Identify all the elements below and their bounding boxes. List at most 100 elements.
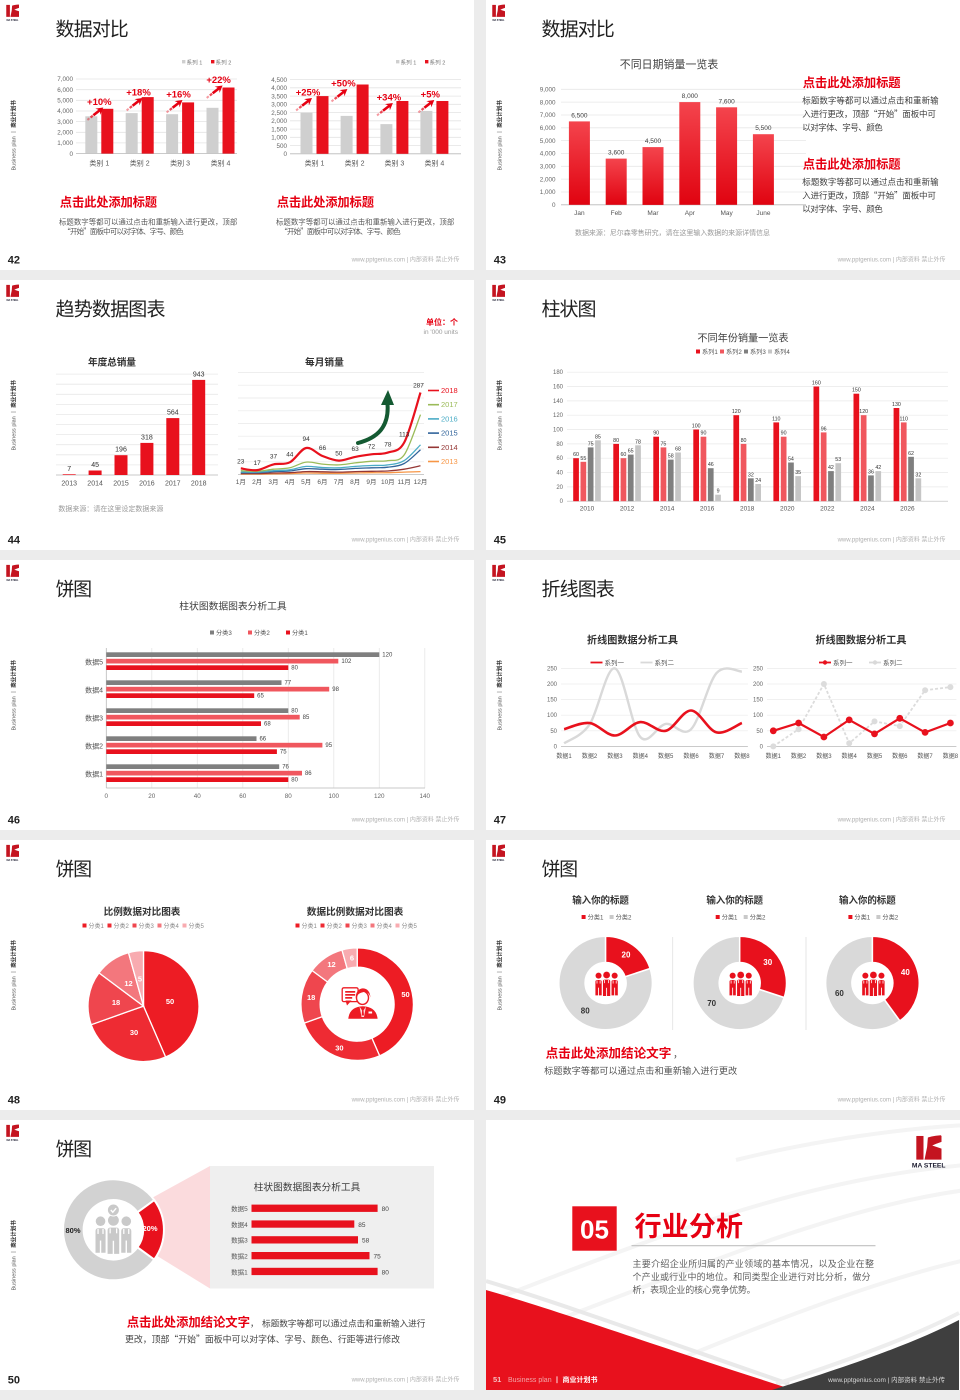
svg-text:8,000: 8,000 [682,90,699,100]
svg-text:49: 49 [494,1092,506,1108]
svg-text:23: 23 [237,455,245,465]
svg-text:析，表现企业的核心竞争优势。: 析，表现企业的核心竞争优势。 [633,1283,756,1296]
svg-text:100: 100 [329,791,340,800]
svg-text:2016: 2016 [441,413,458,424]
svg-text:47: 47 [494,812,506,828]
svg-text:68: 68 [264,719,271,728]
svg-text:Mar: Mar [647,207,659,217]
svg-text:80: 80 [741,436,747,444]
svg-text:32: 32 [748,470,754,478]
svg-text:4,500: 4,500 [645,135,662,145]
svg-text:180: 180 [553,367,564,376]
svg-text:66: 66 [259,734,266,743]
svg-text:35: 35 [795,468,801,476]
svg-text:0: 0 [283,149,287,158]
svg-text:数据2: 数据2 [582,751,598,760]
svg-text:100: 100 [753,710,764,719]
svg-text:120: 120 [374,791,385,800]
svg-text:www.pptgenius.com | 内部资料 禁止外传: www.pptgenius.com | 内部资料 禁止外传 [351,1095,460,1104]
svg-text:MA STEEL: MA STEEL [7,578,20,582]
svg-text:点击此处添加标题: 点击此处添加标题 [803,73,901,91]
svg-text:196: 196 [115,445,127,455]
svg-text:287: 287 [413,379,424,389]
svg-text:分类2: 分类2 [327,921,343,930]
svg-text:20: 20 [556,482,563,491]
svg-text:2015: 2015 [441,428,458,439]
svg-text:分类2: 分类2 [750,913,766,922]
svg-text:42: 42 [8,252,20,268]
svg-text:7,000: 7,000 [57,74,73,83]
svg-text:8月: 8月 [350,476,360,486]
svg-text:1月: 1月 [236,476,246,486]
svg-text:54: 54 [788,454,794,462]
svg-text:100: 100 [547,710,558,719]
svg-text:点击此处添加标题: 点击此处添加标题 [277,193,374,211]
svg-text:分类2: 分类2 [254,628,270,637]
svg-text:数据7: 数据7 [709,751,725,760]
svg-text:70: 70 [707,998,716,1009]
svg-text:58: 58 [362,1235,370,1245]
svg-text:80: 80 [613,436,619,444]
svg-text:85: 85 [595,432,601,440]
svg-text:，: ， [250,1316,259,1329]
svg-text:2,000: 2,000 [271,116,287,125]
svg-text:40: 40 [901,967,910,978]
svg-text:80: 80 [382,1266,390,1276]
svg-text:60: 60 [620,450,626,458]
svg-text:MA STEEL: MA STEEL [7,858,20,862]
svg-text:90: 90 [653,429,659,437]
svg-text:数据8: 数据8 [734,751,750,760]
svg-text:0: 0 [560,496,564,505]
svg-text:90: 90 [781,429,787,437]
svg-text:318: 318 [141,432,153,442]
svg-text:分类2: 分类2 [114,921,130,930]
svg-text:数据比例数据对比图表: 数据比例数据对比图表 [307,904,404,918]
svg-text:www.pptgenius.com | 内部资料 禁止外传: www.pptgenius.com | 内部资料 禁止外传 [837,255,946,264]
svg-text:主要介绍企业所归属的产业领域的基本情况，以及企业在整: 主要介绍企业所归属的产业领域的基本情况，以及企业在整 [633,1257,875,1270]
svg-text:110: 110 [772,414,780,422]
svg-text:www.pptgenius.com | 内部资料 禁止外传: www.pptgenius.com | 内部资料 禁止外传 [351,535,460,544]
svg-text:05: 05 [580,1210,609,1247]
svg-text:MA STEEL: MA STEEL [912,1160,946,1170]
svg-text:120: 120 [553,410,564,419]
svg-text:140: 140 [420,791,431,800]
svg-text:+18%: +18% [126,85,151,99]
svg-text:比例数据对比图表: 比例数据对比图表 [104,904,181,918]
svg-text:68: 68 [675,444,681,452]
svg-text:1,000: 1,000 [57,138,73,147]
svg-text:入进行更改，顶部“开始”面板中可: 入进行更改，顶部“开始”面板中可 [802,108,936,120]
svg-text:分类5: 分类5 [189,921,205,930]
svg-text:120: 120 [732,407,741,415]
svg-text:80: 80 [382,1203,390,1213]
svg-text:2,000: 2,000 [540,174,556,183]
svg-text:分类1: 分类1 [89,921,105,930]
svg-text:4月: 4月 [285,476,295,486]
svg-text:20: 20 [622,949,631,960]
svg-text:5: 5 [138,974,142,985]
svg-text:80: 80 [581,1006,590,1017]
svg-text:数据4: 数据4 [85,685,103,695]
svg-text:6: 6 [350,953,354,964]
svg-text:45: 45 [494,532,506,548]
svg-text:输入你的标题: 输入你的标题 [572,893,629,907]
svg-text:2,500: 2,500 [271,108,287,117]
svg-text:标题数字等都可以通过点击和重新输入进行更改: 标题数字等都可以通过点击和重新输入进行更改 [544,1063,737,1077]
svg-text:系列 1: 系列 1 [187,58,203,66]
svg-text:折线图数据分析工具: 折线图数据分析工具 [816,632,907,647]
svg-text:数据6: 数据6 [892,751,908,760]
svg-text:数据来源：尼尔森零售研究，请在这里输入数据的来源详情信息: 数据来源：尼尔森零售研究，请在这里输入数据的来源详情信息 [575,228,770,238]
svg-text:3,600: 3,600 [608,147,625,157]
svg-text:数据2: 数据2 [231,1251,248,1261]
svg-text:分类3: 分类3 [352,921,368,930]
svg-text:2018: 2018 [740,503,755,513]
svg-text:66: 66 [319,442,327,452]
svg-text:1,000: 1,000 [271,133,287,142]
svg-text:www.pptgenius.com | 内部资料 禁止外传: www.pptgenius.com | 内部资料 禁止外传 [351,815,460,824]
svg-text:更改，顶部“开始”面板中可以对字体、字号、颜色、行距等进行修: 更改，顶部“开始”面板中可以对字体、字号、颜色、行距等进行修改 [125,1332,400,1345]
svg-text:数据5: 数据5 [867,751,883,760]
svg-text:0: 0 [69,149,73,158]
svg-text:58: 58 [668,452,674,460]
svg-text:80%: 80% [65,1225,80,1236]
svg-text:100: 100 [692,422,701,430]
svg-text:数据8: 数据8 [943,751,959,760]
